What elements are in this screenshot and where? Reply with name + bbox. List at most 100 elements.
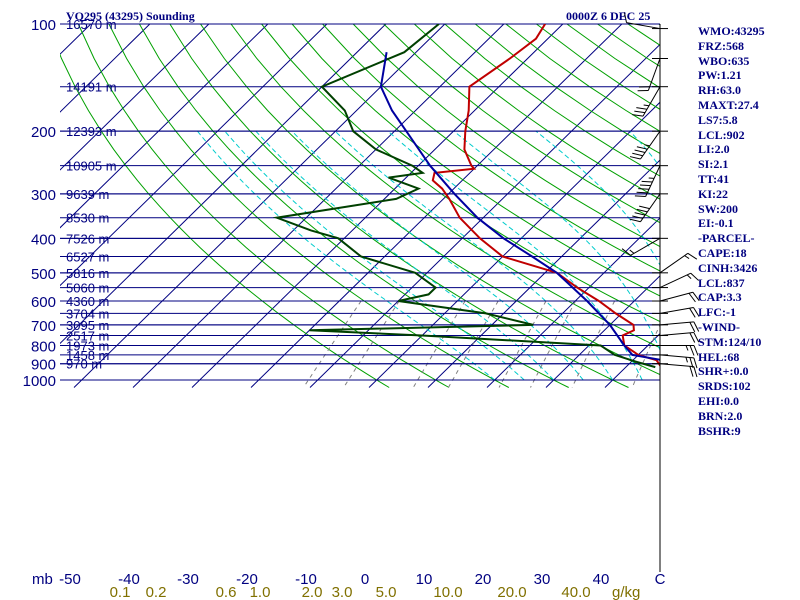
isobars [60,23,660,381]
mixing-ratio-label: 5.0 [376,584,397,600]
parcel-trace [379,52,660,361]
pressure-tick-label: 100 [31,17,56,34]
wind-barb-half-feather [685,356,688,363]
dry-adiabat-line [383,24,660,224]
wind-barb-half-feather [644,144,650,147]
isotherm-line [191,24,564,388]
temperature-trace [431,24,660,368]
isotherm-line [0,24,32,388]
height-label: 4360 m [66,294,109,309]
wind-barb-feather [634,195,646,197]
mixing-ratio-unit-label: g/kg [612,584,640,600]
mixing-ratio-label: 2.0 [302,584,323,600]
stat-line: HEL:68 [698,349,740,364]
wind-barb-feather [641,180,653,183]
pressure-tick-label: 700 [31,318,56,335]
mixing-ratio-line [343,300,400,388]
mixing-ratio-label: 10.0 [433,584,462,600]
stat-line: SW:200 [698,201,739,216]
isotherm-line [60,24,328,287]
wind-barb-staff [659,291,693,302]
wind-barb-feather [689,307,696,318]
wind-barb-feather [693,332,700,343]
stat-line: SRDS:102 [698,379,751,394]
stat-line: MAXT:27.4 [698,97,759,112]
isotherm-line [309,43,660,388]
mixing-ratio-label: 3.0 [332,584,353,600]
mixing-ratio-line [498,300,547,388]
stat-line: FRZ:568 [698,38,744,53]
moist-adiabat-line [334,130,614,381]
stat-line: SHR+:0.0 [698,364,749,379]
pressure-tick-label: 500 [31,266,56,283]
wind-barb-feather [693,321,700,332]
stat-line: CAPE:18 [698,245,747,260]
wind-barb [623,12,661,30]
chart-title-right: 0000Z 6 DEC 25 [566,9,650,23]
dry-adiabat-line [77,24,450,388]
stat-line: -PARCEL- [698,231,755,246]
stat-line: LCL:902 [698,127,745,142]
mixing-ratio-line [447,300,499,388]
stat-line: BSHR:9 [698,423,741,438]
wind-barb-feather [634,212,646,216]
stat-line: WBO:635 [698,53,750,68]
stat-line: KI:22 [698,186,728,201]
wind-barb-staff [630,237,661,256]
temperature-tick-label: 40 [593,571,610,588]
wind-barb-half-feather [629,249,635,254]
height-label: 12393 m [66,124,117,139]
wind-barb-feather [623,12,628,23]
wind-barb-feather [693,307,700,317]
wind-barb [629,193,661,223]
wind-barb-feather [689,332,696,343]
wind-barb-staff [640,130,661,160]
isotherm-line [60,24,210,171]
wind-barb-staff [659,363,694,368]
wind-barb [659,307,700,318]
stat-line: RH:63.0 [698,83,741,98]
wind-barb-staff [659,272,692,289]
stat-line: TT:41 [698,171,730,186]
isotherm-line [60,24,151,113]
height-label: 970 m [66,357,102,372]
height-label: 5060 m [66,281,109,296]
height-label: 8530 m [66,211,109,226]
height-label: 5816 m [66,266,109,281]
temperature-tick-label: 30 [534,571,551,588]
stat-line: CAP:3.3 [698,290,742,305]
stat-line: STM:124/10 [698,334,762,349]
height-label: 14191 m [66,80,117,95]
height-label: 3704 m [66,306,109,321]
mixing-ratio-line [302,300,362,388]
moist-adiabat-line [197,130,496,381]
height-label: 9639 m [66,187,109,202]
mixing-ratio-label: 20.0 [497,584,526,600]
wind-barb-staff [645,165,661,197]
wind-barb-feather [629,218,641,223]
dry-adiabat-line [413,24,660,200]
wind-barb-half-feather [685,345,689,351]
sounding-traces [272,24,660,369]
stat-line: LI:2.0 [698,142,730,157]
temperature-tick-label: -40 [118,571,140,588]
stat-line: EI:-0.1 [698,216,734,231]
dry-adiabat-line [230,24,660,349]
stat-line: EHI:0.0 [698,393,740,408]
height-label: 7526 m [66,231,109,246]
wind-barb-feather [632,114,644,117]
height-label: 10905 m [66,159,117,174]
wind-barb-staff [659,252,689,274]
mixing-ratio-line [412,300,466,388]
wind-barb-feather [693,345,699,356]
pressure-tick-label: 600 [31,294,56,311]
wind-barb [629,130,661,160]
wind-barb-feather [689,345,695,356]
stat-line: LFC:-1 [698,305,736,320]
wind-barb-feather [689,366,694,377]
wind-barb [659,252,698,274]
wind-barb-feather [692,291,700,302]
mixing-ratio-label: 40.0 [561,584,590,600]
isotherm-line [545,275,660,388]
height-label: 3095 m [66,318,109,333]
